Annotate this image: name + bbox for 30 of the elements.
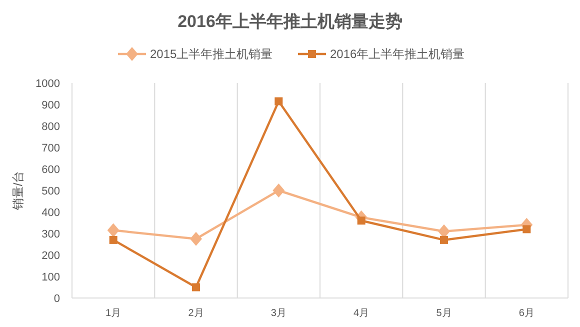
- x-tick-label: 4月: [354, 308, 370, 319]
- y-tick-label: 400: [42, 207, 60, 219]
- point: [190, 232, 202, 246]
- y-tick-label: 500: [42, 186, 60, 198]
- y-tick-label: 800: [42, 121, 60, 133]
- x-tick-label: 5月: [436, 308, 452, 319]
- point: [272, 184, 285, 198]
- x-tick-label: 3月: [270, 308, 286, 319]
- point: [440, 236, 448, 244]
- y-tick-label: 300: [42, 228, 60, 240]
- y-tick-label: 1000: [36, 78, 60, 90]
- y-tick-label: 200: [42, 250, 60, 262]
- y-tick-label: 100: [42, 272, 60, 284]
- point: [109, 236, 118, 244]
- point: [274, 97, 283, 106]
- chart-title: 2016年上半年推土机销量走势: [178, 12, 402, 31]
- y-tick-label: 600: [42, 164, 60, 176]
- x-tick-label: 1月: [106, 308, 122, 319]
- y-tick-label: 900: [42, 100, 60, 112]
- y-tick-label: 0: [54, 293, 60, 305]
- point: [522, 225, 531, 234]
- legend-label: 2016年上半年推土机销量: [330, 47, 465, 61]
- y-axis-title: 销量/台: [11, 170, 25, 212]
- legend-label: 2015上半年推土机销量: [150, 47, 273, 61]
- point: [107, 223, 120, 238]
- point: [357, 216, 366, 225]
- x-tick-label: 2月: [188, 308, 204, 319]
- x-tick-label: 6月: [518, 308, 534, 319]
- point: [192, 283, 200, 292]
- y-tick-label: 700: [42, 142, 60, 154]
